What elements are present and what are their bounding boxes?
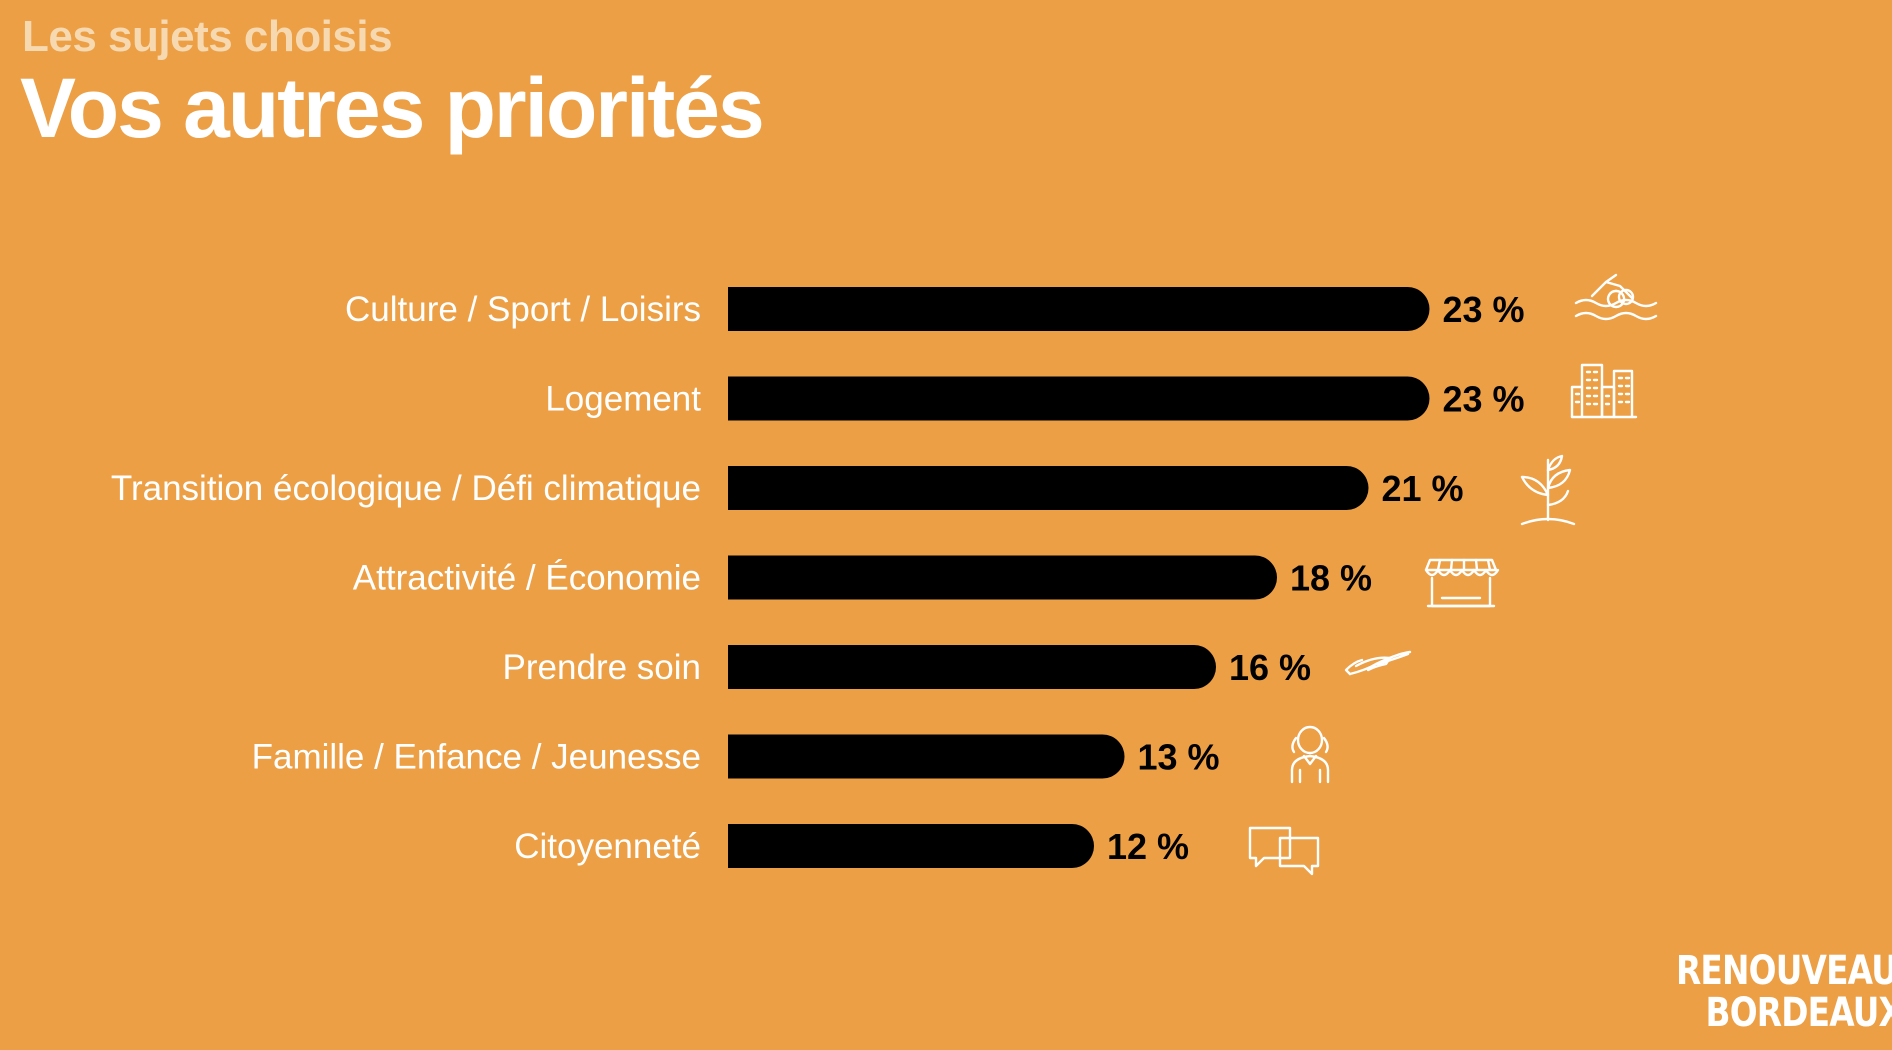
buildings-icon (1570, 363, 1638, 419)
category-label: Attractivité / Économie (353, 559, 701, 598)
logo-line-1: RENOUVEAU (1676, 948, 1892, 994)
category-label: Culture / Sport / Loisirs (345, 290, 701, 329)
bar (728, 734, 1125, 779)
bar (728, 287, 1430, 331)
bar (728, 645, 1216, 689)
logo-line-2: BORDEAUX (1705, 990, 1892, 1036)
value-label: 23 % (1443, 289, 1525, 330)
value-label: 23 % (1443, 379, 1525, 420)
bar (728, 824, 1094, 868)
category-label: Prendre soin (503, 648, 701, 687)
value-label: 18 % (1290, 558, 1372, 599)
category-label: Transition écologique / Défi climatique (111, 469, 701, 508)
child-icon (1290, 725, 1330, 784)
bar (728, 466, 1369, 510)
speech-bubbles-icon (1248, 826, 1320, 876)
page-title: Vos autres priorités (20, 61, 765, 155)
value-label: 12 % (1107, 826, 1189, 867)
category-label: Famille / Enfance / Jeunesse (252, 738, 701, 777)
value-label: 13 % (1138, 737, 1220, 778)
subtitle: Les sujets choisis (22, 12, 393, 61)
hand-icon (1344, 650, 1412, 676)
bar (728, 376, 1430, 421)
shop-icon (1424, 558, 1500, 608)
category-label: Logement (545, 380, 701, 419)
swimmer-icon (1574, 273, 1658, 321)
swimmer-head (1617, 288, 1635, 306)
bar (728, 555, 1277, 600)
value-label: 16 % (1229, 647, 1311, 688)
value-label: 21 % (1382, 468, 1464, 509)
category-label: Citoyenneté (514, 827, 701, 866)
plant-icon (1520, 454, 1576, 526)
logo: RENOUVEAU BORDEAUX (1676, 950, 1892, 1034)
